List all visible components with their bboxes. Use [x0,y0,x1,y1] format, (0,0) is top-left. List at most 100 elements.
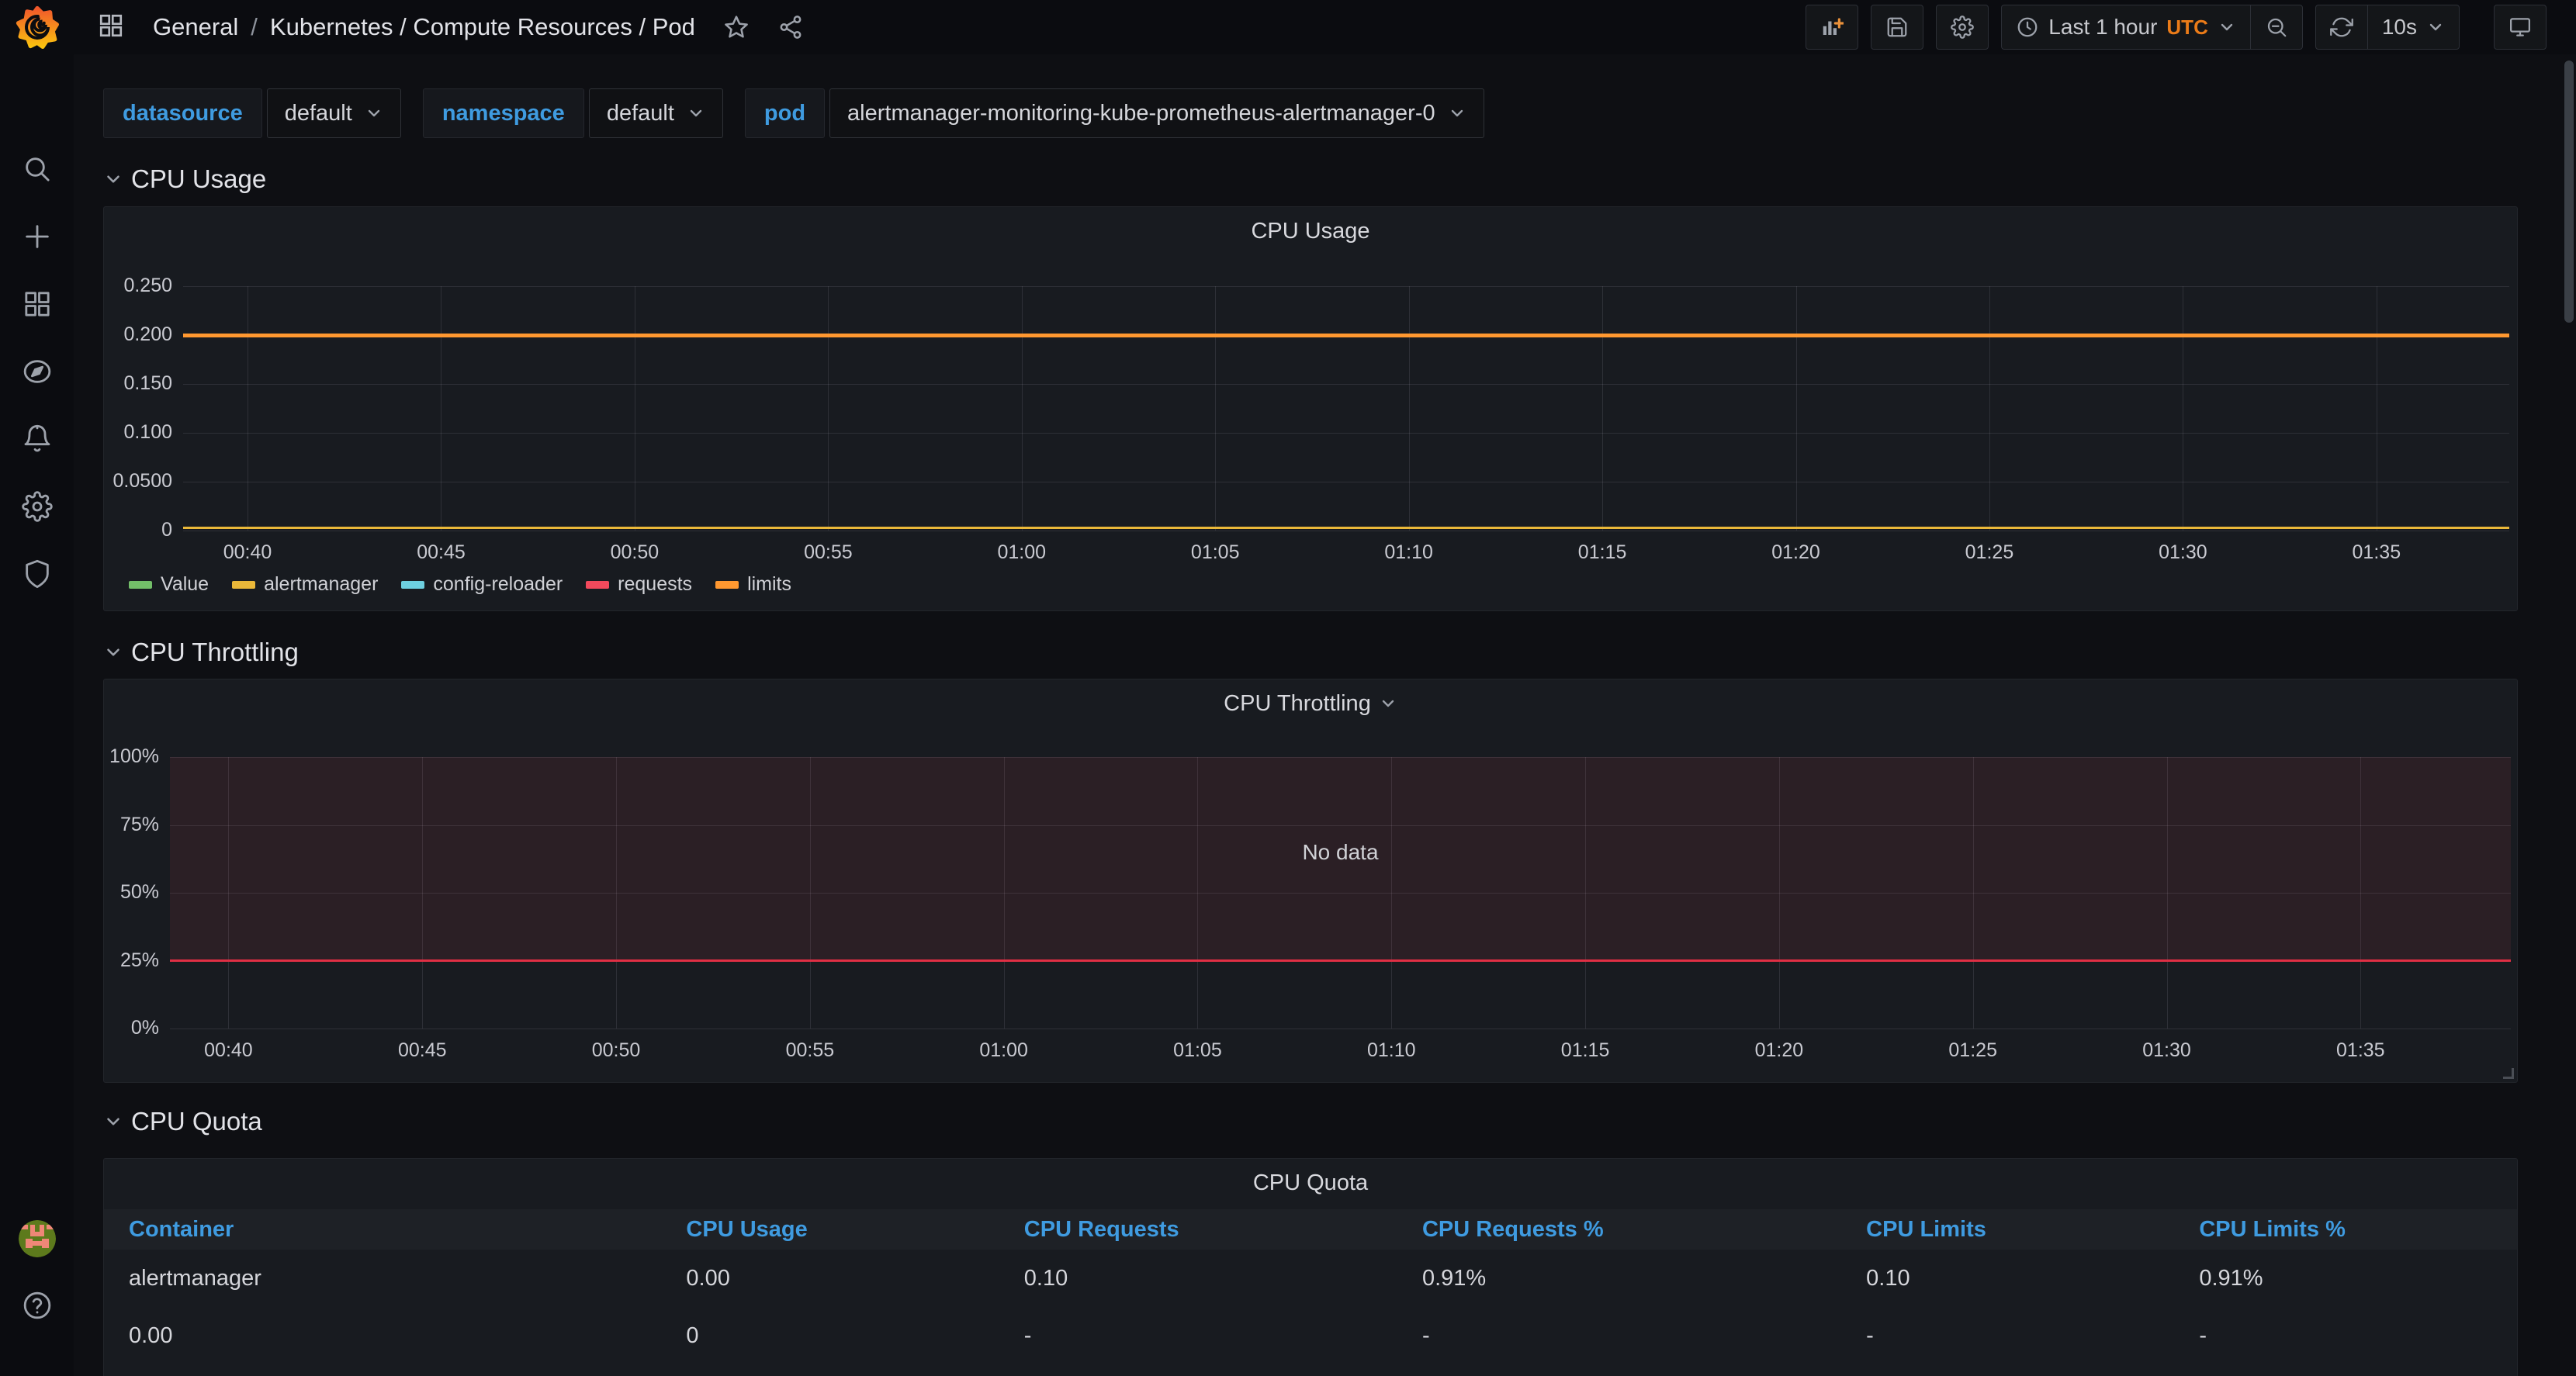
legend-item-requests[interactable]: requests [586,573,692,596]
x-axis-label: 01:35 [2352,541,2401,563]
bell-icon [24,424,50,451]
table-cell: 0.91% [1421,1265,1487,1291]
save-dashboard-button[interactable] [1871,5,1924,50]
legend-label: requests [618,573,693,595]
chevron-down-icon [365,104,383,123]
timezone-badge: UTC [2166,15,2208,39]
row-header-cpu-quota[interactable]: CPU Quota [103,1104,2518,1139]
scrollbar-thumb[interactable] [2564,61,2574,323]
sidebar-nav [0,135,74,607]
panel-title-cpu-throttling[interactable]: CPU Throttling [104,679,2517,728]
x-axis-label: 00:50 [591,1039,641,1061]
grid-line [1391,757,1393,1029]
breadcrumb[interactable]: General / Kubernetes / Compute Resources… [153,13,695,41]
chart-plot-area: 00:40 00:45 00:50 00:55 01:00 01:05 01:10 01:15… [183,286,2509,563]
legend-item-config-reloader[interactable]: config-reloader [401,573,563,596]
table-header-cell[interactable]: CPU Requests % [1421,1216,1604,1242]
chevron-down-icon [103,1112,123,1132]
share-dashboard-button[interactable] [777,14,804,40]
legend-label: limits [747,573,791,595]
breadcrumb-dashboard-title[interactable]: Kubernetes / Compute Resources / Pod [269,13,695,40]
compass-icon [23,359,50,383]
grid-line [1585,757,1587,1029]
grid-line [1778,757,1780,1029]
table-cell: 0.10 [1866,1265,1910,1291]
variable-value-dropdown[interactable]: default [588,88,723,138]
variable-label[interactable]: datasource [103,88,262,138]
x-axis-label: 00:50 [610,541,660,563]
grid-line [2360,757,2362,1029]
refresh-group: 10s [2315,5,2460,50]
variable-selected-value: default [284,100,352,126]
variable-value-dropdown[interactable]: alertmanager-monitoring-kube-prometheus-… [829,88,1484,138]
legend-swatch [401,580,425,589]
share-icon [780,16,802,39]
zoom-out-icon [2267,18,2287,37]
sidebar-item-explore[interactable] [0,337,74,405]
panel-title-cpu-usage[interactable]: CPU Usage [104,207,2517,255]
table-cell: 0.00 [686,1265,730,1291]
sidebar-item-search[interactable] [0,135,74,202]
star-icon [725,16,748,38]
kiosk-mode-button[interactable] [2494,5,2547,50]
row-header-cpu-usage[interactable]: CPU Usage [103,161,2518,197]
sidebar-item-server-admin[interactable] [0,540,74,607]
variable-label[interactable]: pod [744,88,826,138]
refresh-icon [2329,17,2353,37]
table-row: 0.00 0 - - - - [104,1307,2517,1364]
panel-resize-handle[interactable] [2503,1068,2514,1079]
user-avatar[interactable] [18,1220,56,1257]
table-row: alertmanager 0.00 0.10 0.91% 0.10 0.91% [104,1250,2517,1307]
panel-title-cpu-quota[interactable]: CPU Quota [104,1159,2517,1207]
grid-line [228,757,230,1029]
chevron-down-icon [2218,18,2236,36]
save-icon [1887,17,1907,37]
y-axis-label: 75% [119,813,159,835]
grid-line [2166,757,2168,1029]
table-header-cell[interactable]: CPU Requests [1023,1216,1179,1242]
sidebar-item-alerting[interactable] [0,405,74,472]
sidebar-item-configuration[interactable] [0,472,74,540]
panel-menu-chevron-icon[interactable] [1379,694,1397,713]
variable-label[interactable]: namespace [422,88,584,138]
sidebar-item-create[interactable] [0,202,74,270]
zoom-out-time-button[interactable] [2249,5,2303,50]
dashboard-settings-button[interactable] [1936,5,1989,50]
x-axis-label: 00:45 [397,1039,447,1061]
legend-item-Value[interactable]: Value [129,573,209,596]
x-axis-label: 01:15 [1577,541,1627,563]
grafana-logo-icon [16,5,59,49]
time-range-picker[interactable]: Last 1 hour UTC [2001,5,2250,50]
refresh-button[interactable] [2315,5,2367,50]
table-cell: - [1421,1322,1430,1348]
panel-cpu-throttling: CPU Throttling 00:40 00:45 00:50 00:55 01:00… [103,679,2518,1083]
legend-item-limits[interactable]: limits [715,573,791,596]
row-header-cpu-throttling[interactable]: CPU Throttling [103,634,2518,670]
chevron-down-icon [103,169,123,189]
x-axis-label: 00:45 [417,541,466,563]
legend-label: Value [161,573,209,595]
table-header-cell[interactable]: CPU Limits [1866,1216,1986,1242]
sidebar-item-dashboards[interactable] [0,270,74,337]
dashboards-grid-icon [24,291,50,316]
table-header-cell[interactable]: CPU Usage [686,1216,808,1242]
favorite-star-button[interactable] [723,14,750,40]
table-header-cell[interactable]: CPU Limits % [2199,1216,2346,1242]
legend-item-alertmanager[interactable]: alertmanager [232,573,378,596]
monitor-icon [2510,18,2530,36]
variable-pill-datasource: datasource default [103,88,401,138]
grafana-logo[interactable] [0,0,74,54]
refresh-interval-label: 10s [2381,15,2417,39]
cpu-quota-table: Container CPU Usage CPU Requests CPU Reques… [104,1209,2517,1364]
table-cell: alertmanager [129,1265,261,1291]
gear-icon [1951,16,1975,39]
table-header-cell[interactable]: Container [129,1216,234,1242]
series-line-alertmanager [183,526,2509,529]
grid-line [809,757,811,1029]
sidebar-item-help[interactable] [22,1290,53,1325]
add-panel-button[interactable] [1806,5,1859,50]
grid-line [1795,286,1797,531]
breadcrumb-section[interactable]: General [153,13,239,40]
refresh-interval-picker[interactable]: 10s [2367,5,2460,50]
variable-value-dropdown[interactable]: default [266,88,401,138]
